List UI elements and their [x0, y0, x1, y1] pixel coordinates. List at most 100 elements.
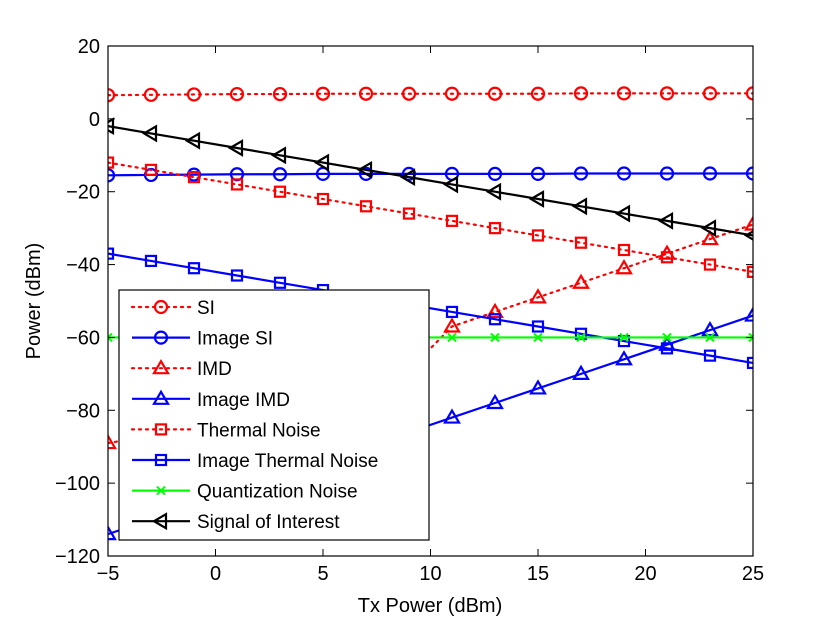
x-tick-label: 20: [634, 563, 656, 585]
legend-box: [118, 289, 430, 541]
data-point-thermal-noise: [316, 192, 330, 206]
data-point-si: [401, 86, 417, 101]
data-point-imd: [443, 317, 461, 333]
data-point-signal-of-interest: [227, 139, 244, 157]
x-tick-label: 0: [210, 563, 221, 585]
data-point-thermal-noise: [488, 222, 502, 235]
legend-swatch-marker: [152, 359, 170, 375]
data-point-thermal-noise: [531, 229, 545, 242]
ticks-layer: −5 0 5 10 15 20 25 −120 −100 −80 −60 −40 −20 0 20: [55, 36, 764, 585]
data-point-imd: [744, 215, 753, 231]
x-tick-label: 15: [527, 563, 549, 585]
data-point-si: [315, 86, 331, 101]
data-point-quantization-noise: [662, 332, 672, 343]
data-point-imd: [486, 302, 504, 319]
data-point-image-imd: [615, 350, 633, 366]
data-point-quantization-noise: [447, 332, 457, 343]
data-point-si: [186, 87, 202, 102]
data-point-si: [616, 86, 632, 101]
data-point-image-si: [272, 167, 288, 182]
series-signal-of-interest: [108, 117, 753, 241]
data-point-thermal-noise: [574, 236, 588, 249]
series-si: [108, 86, 753, 103]
data-point-signal-of-interest: [571, 197, 588, 216]
legend-label: SI: [197, 298, 215, 319]
data-point-si: [143, 87, 159, 102]
y-tick-label: −100: [55, 473, 100, 495]
legend-label: Image IMD: [197, 390, 290, 411]
legend-item-thermal-noise: Thermal Noise: [130, 420, 321, 441]
data-point-image-imd: [443, 408, 461, 424]
data-point-image-si: [487, 166, 503, 181]
legend-item-si: SI: [130, 298, 215, 319]
y-tick-label: −80: [66, 400, 100, 422]
data-point-si: [358, 86, 374, 101]
data-point-si: [530, 86, 546, 101]
legend-item-image-si: Image SI: [132, 329, 273, 350]
data-point-image-thermal-noise: [230, 269, 244, 282]
data-point-signal-of-interest: [399, 168, 416, 187]
series-line-signal-of-interest: [108, 125, 753, 237]
y-tick-label: 0: [89, 109, 100, 131]
data-point-signal-of-interest: [485, 182, 502, 201]
legend-label: Quantization Noise: [197, 482, 358, 503]
data-point-si: [702, 86, 718, 101]
series-thermal-noise: [108, 156, 753, 278]
data-point-image-si: [745, 166, 753, 181]
x-tick-label: 10: [419, 563, 441, 585]
legend-swatch-marker: [151, 512, 168, 531]
data-point-thermal-noise: [187, 171, 201, 184]
data-point-signal-of-interest: [657, 211, 674, 230]
data-point-image-imd: [529, 379, 547, 395]
series-line-image-si: [108, 172, 753, 177]
legend-swatch-marker: [154, 423, 168, 436]
legend-label: IMD: [197, 359, 232, 380]
data-point-signal-of-interest: [313, 153, 330, 172]
data-point-imd: [615, 259, 633, 275]
data-point-thermal-noise: [144, 163, 158, 176]
data-point-image-si: [616, 166, 632, 181]
data-point-image-si: [530, 166, 546, 181]
data-point-signal-of-interest: [270, 146, 287, 165]
legend-label: Image SI: [197, 329, 273, 350]
legend-swatch-marker: [156, 485, 166, 496]
data-point-si: [487, 86, 503, 101]
data-point-image-imd: [108, 524, 117, 541]
data-point-image-thermal-noise: [703, 349, 717, 362]
y-tick-label: −120: [55, 546, 100, 568]
legend-label: Signal of Interest: [197, 512, 340, 533]
legend-swatch-marker: [154, 453, 168, 467]
data-point-quantization-noise: [619, 332, 629, 343]
data-point-signal-of-interest: [700, 219, 717, 238]
data-point-imd: [108, 433, 117, 450]
data-point-thermal-noise: [273, 185, 287, 198]
data-point-imd: [529, 288, 547, 304]
series-line-thermal-noise: [108, 161, 753, 273]
legend-label: Thermal Noise: [197, 420, 321, 441]
data-point-si: [444, 86, 460, 101]
data-point-image-imd: [572, 364, 590, 380]
data-point-image-thermal-noise: [108, 247, 115, 260]
legend-swatch-marker: [153, 299, 169, 315]
data-point-quantization-noise: [490, 332, 500, 343]
y-axis-label: Power (dBm): [23, 243, 45, 360]
data-point-imd: [572, 273, 590, 289]
data-point-image-thermal-noise: [187, 262, 201, 275]
data-point-thermal-noise: [660, 251, 674, 264]
y-tick-label: 20: [78, 36, 100, 58]
data-point-quantization-noise: [705, 332, 715, 343]
data-point-thermal-noise: [703, 258, 717, 271]
data-point-image-thermal-noise: [273, 276, 287, 289]
data-point-image-thermal-noise: [531, 320, 545, 333]
series-line-image-thermal-noise: [108, 252, 753, 365]
legend-item-imd: IMD: [130, 359, 232, 380]
y-tick-label: −40: [66, 255, 100, 277]
data-point-image-si: [573, 166, 589, 181]
data-point-thermal-noise: [402, 207, 416, 220]
data-point-image-thermal-noise: [488, 313, 502, 326]
legend-item-image-imd: Image IMD: [132, 389, 290, 411]
legend-swatch-marker: [152, 389, 170, 405]
data-point-signal-of-interest: [743, 230, 753, 241]
y-tick-label: −60: [66, 327, 100, 349]
